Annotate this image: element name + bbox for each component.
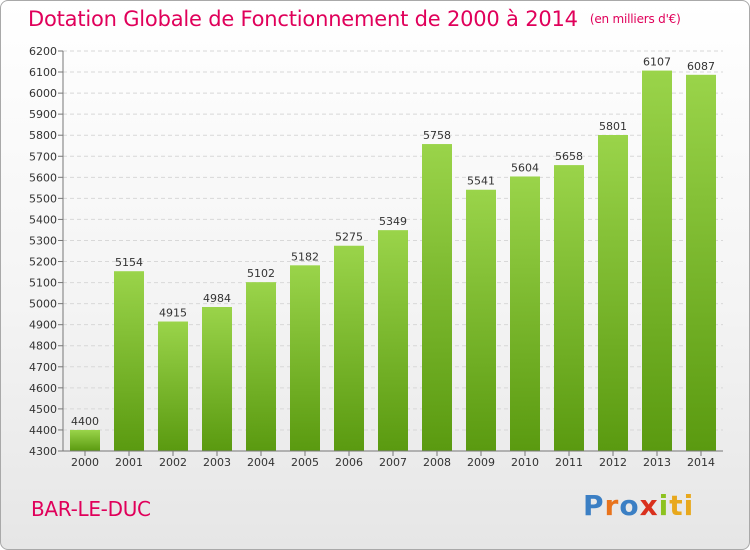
y-tick-label: 5800 <box>29 129 57 142</box>
y-tick-label: 5000 <box>29 298 57 311</box>
x-tick-label: 2010 <box>511 456 539 469</box>
y-tick-label: 5200 <box>29 256 57 269</box>
x-tick-label: 2002 <box>159 456 187 469</box>
y-tick-label: 5600 <box>29 171 57 184</box>
y-tick-label: 6000 <box>29 87 57 100</box>
y-tick-label: 5400 <box>29 213 57 226</box>
y-tick-label: 5700 <box>29 150 57 163</box>
y-tick-label: 5300 <box>29 234 57 247</box>
data-label: 6107 <box>643 56 671 69</box>
bar <box>554 165 584 451</box>
x-tick-label: 2006 <box>335 456 363 469</box>
y-tick-label: 4700 <box>29 361 57 374</box>
logo-letter: i <box>658 489 670 522</box>
x-tick-label: 2005 <box>291 456 319 469</box>
y-tick-label: 4600 <box>29 382 57 395</box>
x-tick-label: 2001 <box>115 456 143 469</box>
y-tick-label: 4800 <box>29 340 57 353</box>
data-label: 5349 <box>379 215 407 228</box>
bar <box>598 135 628 451</box>
x-axis-ticks: 2000 2001 2002 2003 2004 2005 2006 2007 2008 2009… <box>71 451 715 469</box>
data-label: 5541 <box>467 175 495 188</box>
y-axis-ticks: 4300 4400 4500 4600 4700 4800 4900 5000 5100 5200… <box>29 45 63 458</box>
data-labels: 4400 5154 4915 4984 5102 5182 5275 5349 5758 5541… <box>71 56 715 428</box>
bar <box>70 429 100 451</box>
data-label: 4915 <box>159 307 187 320</box>
y-tick-label: 5500 <box>29 192 57 205</box>
logo-letter: r <box>604 489 620 522</box>
y-tick-label: 4400 <box>29 424 57 437</box>
data-label: 5658 <box>555 150 583 163</box>
x-tick-label: 2007 <box>379 456 407 469</box>
data-label: 5154 <box>115 256 143 269</box>
bar <box>114 271 144 451</box>
x-tick-label: 2009 <box>467 456 495 469</box>
logo-letter: x <box>639 489 659 522</box>
logo-letter: ti <box>669 489 695 522</box>
x-tick-label: 2012 <box>599 456 627 469</box>
bar <box>158 321 188 451</box>
chart-title-text: Dotation Globale de Fonctionnement de 20… <box>28 7 578 31</box>
x-tick-label: 2000 <box>71 456 99 469</box>
y-tick-label: 4300 <box>29 445 57 458</box>
y-tick-label: 6100 <box>29 66 57 79</box>
x-tick-label: 2004 <box>247 456 275 469</box>
bar <box>422 144 452 452</box>
bar <box>642 70 672 451</box>
x-tick-label: 2008 <box>423 456 451 469</box>
x-tick-label: 2013 <box>643 456 671 469</box>
y-tick-label: 4500 <box>29 403 57 416</box>
bar <box>466 189 496 451</box>
data-label: 5182 <box>291 250 319 263</box>
data-label: 6087 <box>687 60 715 73</box>
unit-note: (en milliers d'€) <box>589 12 681 26</box>
data-label: 5801 <box>599 120 627 133</box>
bar <box>202 307 232 451</box>
y-tick-label: 4900 <box>29 319 57 332</box>
x-tick-label: 2003 <box>203 456 231 469</box>
data-label: 4984 <box>203 292 231 305</box>
proxiti-logo: Proxiti <box>583 489 694 522</box>
bar <box>334 245 364 451</box>
logo-letter: P <box>583 489 605 522</box>
y-tick-label: 6200 <box>29 45 57 58</box>
bar <box>686 74 716 451</box>
data-label: 5102 <box>247 267 275 280</box>
bar <box>510 176 540 451</box>
data-label: 5604 <box>511 161 539 174</box>
y-tick-label: 5900 <box>29 108 57 121</box>
bar <box>246 282 276 451</box>
x-tick-label: 2014 <box>687 456 715 469</box>
data-label: 4400 <box>71 415 99 428</box>
bars <box>70 70 716 452</box>
bar <box>290 265 320 451</box>
data-label: 5758 <box>423 129 451 142</box>
logo-letter: o <box>619 489 640 522</box>
bar <box>378 230 408 451</box>
y-tick-label: 5100 <box>29 277 57 290</box>
chart-title: Dotation Globale de Fonctionnement de 20… <box>28 7 681 31</box>
city-name: BAR-LE-DUC <box>31 497 151 521</box>
data-label: 5275 <box>335 231 363 244</box>
x-tick-label: 2011 <box>555 456 583 469</box>
